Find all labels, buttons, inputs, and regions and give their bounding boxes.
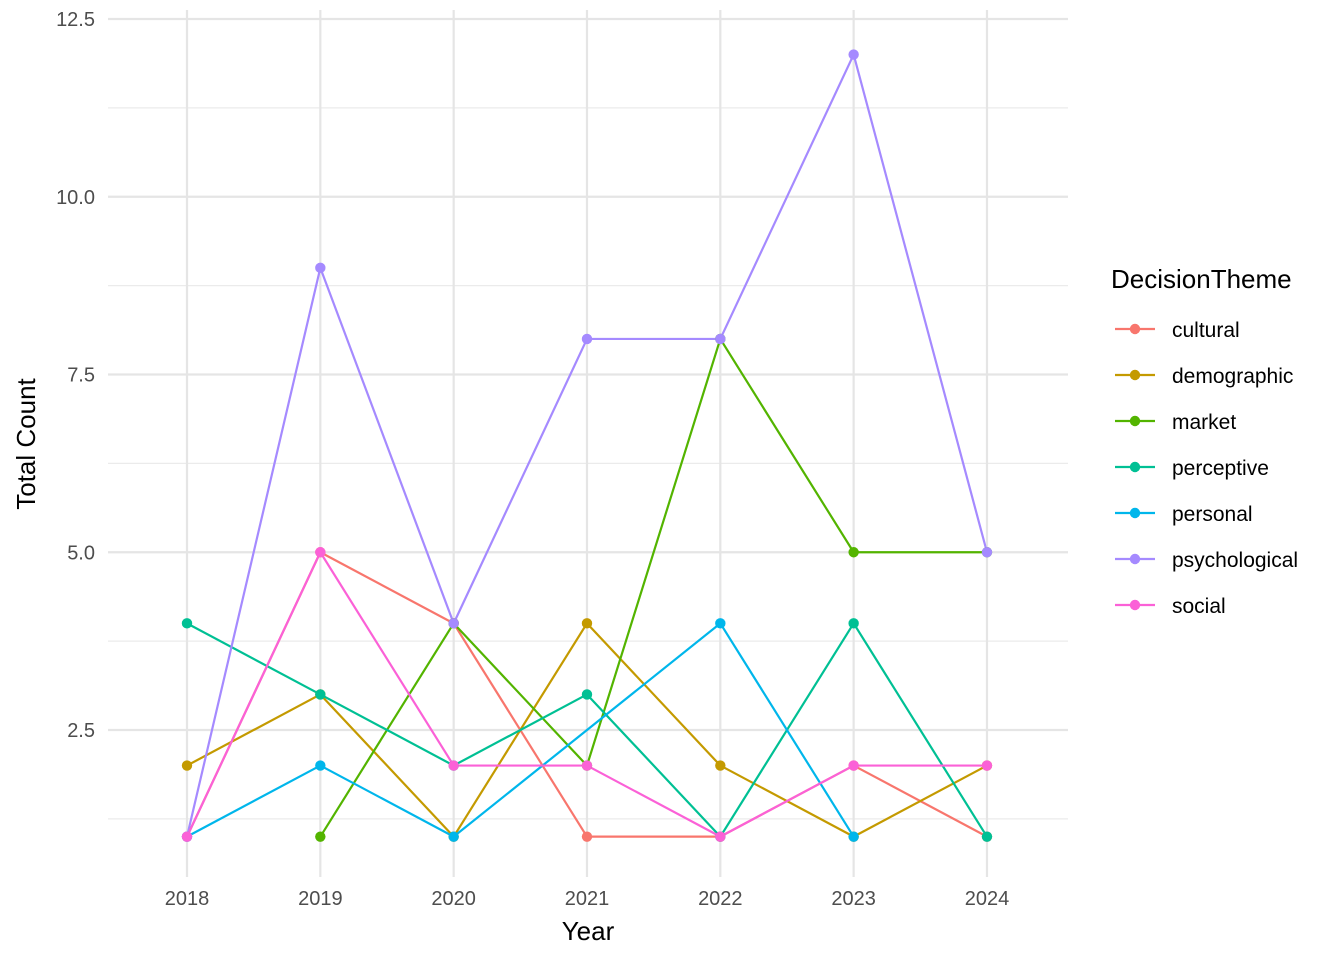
legend-key-point [1129,369,1141,381]
data-point-demographic [581,618,593,629]
legend-item-perceptive: perceptive [1115,457,1269,480]
x-tick-label: 2022 [698,888,743,910]
y-axis-ticks: 2.5 5.0 7.5 10.0 12.5 [56,9,95,742]
legend-key-point [1129,461,1141,473]
data-point-psychological [315,262,326,274]
legend-key-point [1129,553,1141,565]
legend-key-point [1129,507,1141,519]
legend-label: psychological [1172,549,1298,572]
data-point-personal [715,618,726,629]
data-point-psychological [581,333,593,345]
data-point-market [315,831,326,842]
legend-key-point [1129,415,1141,427]
data-point-demographic [715,760,726,771]
data-point-demographic [181,760,193,771]
grid [108,10,1068,877]
data-point-perceptive [848,618,859,629]
legend-item-demographic: demographic [1115,365,1293,388]
legend-item-cultural: cultural [1115,319,1240,342]
y-tick-label: 5.0 [67,542,95,564]
data-point-psychological [848,49,859,60]
legend-key-point [1129,323,1141,335]
series-line-market [319,337,987,838]
legend-item-psychological: psychological [1115,549,1298,572]
y-axis-title: Total Count [11,377,41,509]
legend-items: cultural demographic market perceptive perso… [1115,319,1298,618]
data-points [181,49,993,842]
data-point-social [848,760,859,771]
x-tick-label: 2020 [431,888,476,910]
legend-label: personal [1172,503,1253,526]
data-point-psychological [981,547,993,558]
y-tick-label: 12.5 [56,9,95,31]
x-axis-title: Year [562,916,615,946]
x-tick-label: 2019 [298,888,343,910]
y-tick-label: 10.0 [56,187,95,209]
data-point-cultural [581,831,593,842]
legend-title: DecisionTheme [1111,264,1292,294]
data-point-psychological [715,333,726,345]
data-point-social [448,760,459,771]
legend-label: cultural [1172,319,1240,342]
y-tick-label: 2.5 [67,720,95,742]
data-point-perceptive [315,689,326,700]
data-point-social [181,831,193,842]
data-point-psychological [448,618,459,629]
data-point-perceptive [981,831,993,842]
x-tick-label: 2024 [965,888,1010,910]
legend-label: social [1172,595,1226,618]
legend-item-market: market [1115,411,1236,434]
data-point-perceptive [181,618,193,629]
data-point-social [715,831,726,842]
x-tick-label: 2023 [831,888,876,910]
legend-label: market [1172,411,1236,434]
x-tick-label: 2021 [565,888,610,910]
legend-item-personal: personal [1115,503,1253,526]
data-point-social [981,760,993,771]
legend-item-social: social [1115,595,1226,618]
x-tick-label: 2018 [165,888,210,910]
data-point-personal [848,831,859,842]
data-point-personal [315,760,326,771]
y-tick-label: 7.5 [67,365,95,387]
data-point-social [581,760,593,771]
x-axis-ticks: 2018 2019 2020 2021 2022 2023 2024 [165,888,1009,910]
legend-label: demographic [1172,365,1293,388]
data-point-perceptive [581,689,593,700]
data-point-social [315,547,326,558]
legend-key-point [1129,599,1141,611]
legend: DecisionTheme cultural demographic market p… [1111,264,1298,618]
legend-label: perceptive [1172,457,1269,480]
data-point-market [848,547,859,558]
data-point-personal [448,831,459,842]
